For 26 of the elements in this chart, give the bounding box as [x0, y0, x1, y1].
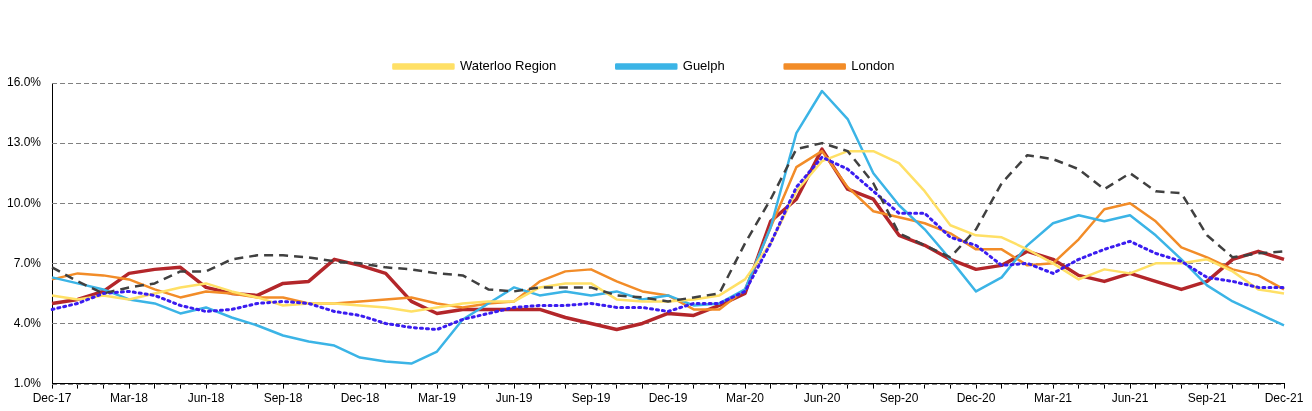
- x-tick-label: Jun-21: [1111, 391, 1149, 406]
- x-tick-label: Mar-21: [1034, 391, 1073, 406]
- x-tick-label: Dec-19: [648, 391, 688, 406]
- x-tick-label: Mar-19: [418, 391, 457, 406]
- y-tick-label: 16.0%: [6, 75, 42, 90]
- y-tick-label: 13.0%: [6, 135, 42, 150]
- y-tick-label: 7.0%: [13, 255, 42, 270]
- x-tick-label: Dec-20: [956, 391, 996, 406]
- legend-label: London: [851, 58, 895, 74]
- x-tick-label: Dec-21: [1264, 391, 1304, 406]
- x-tick-label: Jun-20: [803, 391, 841, 406]
- x-tick-label: Mar-18: [110, 391, 149, 406]
- y-tick-label: 1.0%: [13, 375, 42, 390]
- x-tick-label: Sep-18: [263, 391, 303, 406]
- x-tick-label: Jun-18: [187, 391, 225, 406]
- legend-label: Guelph: [682, 58, 725, 74]
- x-tick-label: Jun-19: [495, 391, 533, 406]
- x-tick-label: Sep-21: [1187, 391, 1227, 406]
- legend-label: Waterloo Region: [459, 58, 557, 74]
- x-tick-label: Sep-19: [571, 391, 611, 406]
- y-tick-label: 4.0%: [13, 315, 42, 330]
- y-tick-label: 10.0%: [6, 195, 42, 210]
- x-tick-label: Mar-20: [726, 391, 765, 406]
- x-tick-label: Dec-17: [32, 391, 72, 406]
- x-tick-label: Sep-20: [879, 391, 919, 406]
- x-tick-label: Dec-18: [340, 391, 380, 406]
